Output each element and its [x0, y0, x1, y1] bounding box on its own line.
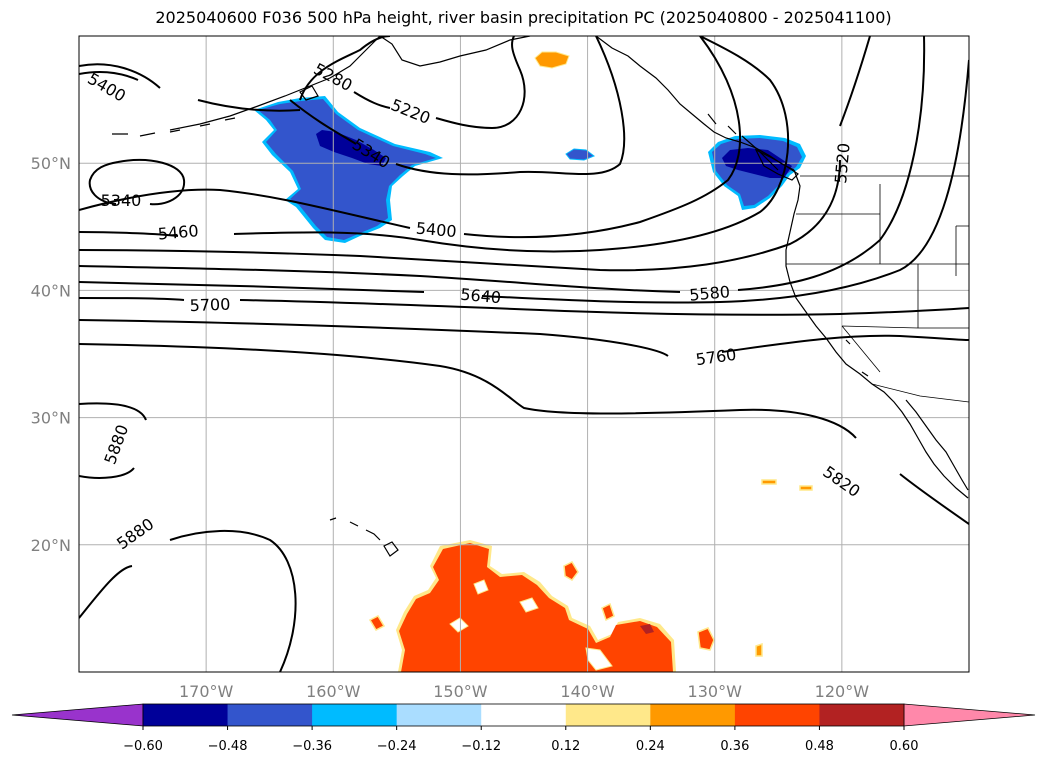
colorbar-tick-label: 0.48: [805, 739, 834, 754]
contour-label: 5760: [695, 345, 738, 369]
y-tick-label: 50°N: [31, 154, 71, 173]
colorbar-segment: [143, 704, 229, 726]
shade-blob-a: [563, 561, 579, 581]
contour-5880-south: [79, 529, 297, 672]
colorbar-tick-label: −0.36: [292, 739, 332, 754]
border-states: [786, 184, 969, 373]
contour-label: 5340: [101, 191, 142, 210]
shade-small-neg: [565, 148, 596, 161]
shade-sub-hole1: [449, 617, 469, 633]
height-contours: [79, 36, 969, 672]
colorbar-segment: [565, 704, 651, 726]
contour-label: 5400: [415, 219, 457, 241]
shade-sub-hole4: [473, 579, 489, 595]
coast-west-us: [785, 169, 969, 499]
shade-blob-g: [755, 642, 763, 657]
contour-5880-north: [79, 402, 147, 479]
coast-vancouver-island: [754, 148, 799, 181]
contour-label: 5460: [157, 221, 199, 243]
border-us-mexico: [871, 383, 969, 403]
contour-5580: [79, 36, 926, 293]
colorbar-tick-label: 0.12: [551, 739, 580, 754]
contour-5640: [79, 59, 969, 304]
colorbar-segment: [227, 704, 313, 726]
shade-blob-e: [761, 479, 777, 485]
colorbar-tick-label: −0.12: [461, 739, 501, 754]
contour-5340-ring: [88, 159, 186, 206]
coast-kodiak: [299, 85, 319, 101]
contour-label: 5220: [388, 95, 433, 128]
contour-5220: [353, 36, 526, 130]
x-tick-label: 130°W: [688, 682, 743, 701]
colorbar-outline: [142, 703, 905, 727]
y-tick-label: 20°N: [31, 536, 71, 555]
shade-sub-dark: [640, 624, 654, 634]
colorbar-segment: [312, 704, 398, 726]
colorbar-segment: [734, 704, 820, 726]
colorbar-tick-label: 0.60: [890, 739, 919, 754]
contour-5460: [79, 36, 790, 253]
y-axis-ticks: 20°N 30°N 40°N 50°N: [31, 154, 71, 555]
map-frame: [78, 35, 970, 673]
contour-label: 5640: [460, 285, 502, 307]
chart-title: 2025040600 F036 500 hPa height, river ba…: [155, 8, 892, 27]
contour-label: 5520: [831, 142, 853, 184]
shade-blob-d: [368, 615, 386, 631]
contour-5820: [79, 343, 969, 525]
shade-sub-hole2: [519, 597, 539, 613]
coast-baja: [905, 399, 969, 491]
colorbar-tick-label: 0.36: [720, 739, 749, 754]
borders: [786, 175, 969, 403]
colorbar-segment: [481, 704, 567, 726]
y-tick-label: 30°N: [31, 409, 71, 428]
coast-hawaii: [329, 517, 399, 557]
coast-se-alaska: [595, 36, 795, 171]
contour-5400-main: [79, 36, 742, 239]
colorbar-segment: [819, 704, 905, 726]
x-tick-label: 160°W: [306, 682, 361, 701]
shading-layer: [254, 51, 813, 672]
x-axis-ticks: 170°W 160°W 150°W 140°W 130°W 120°W: [179, 682, 869, 701]
contour-5280: [299, 36, 391, 101]
coast-bc-islands: [707, 113, 779, 171]
colorbar-tick-label: 0.24: [636, 739, 665, 754]
x-tick-label: 140°W: [560, 682, 615, 701]
shade-blob-f: [799, 485, 813, 491]
colorbar-tick-label: −0.24: [377, 739, 417, 754]
shade-goa-mid: [258, 99, 436, 240]
coast-aleutians: [112, 117, 236, 137]
colorbar-segment: [396, 704, 482, 726]
contour-5400-north: [79, 63, 301, 112]
contour-5340-main: [289, 36, 626, 176]
contour-label: 5880: [100, 422, 132, 467]
y-tick-label: 40°N: [31, 281, 71, 300]
contour-5700: [79, 297, 969, 316]
coast-channel: [845, 339, 869, 377]
colorbar-segment: [650, 704, 736, 726]
colorbar-tick-label: −0.48: [208, 739, 248, 754]
contour-label: 5880: [113, 514, 157, 553]
contour-label: 5700: [189, 295, 230, 315]
colorbar-extend-max: [903, 703, 1036, 727]
grid-lines: [79, 36, 969, 672]
shade-blob-c: [697, 627, 715, 651]
shade-ak-pos: [534, 51, 570, 69]
contour-5760: [79, 319, 969, 357]
colorbar-extend-min: [11, 703, 144, 727]
x-tick-label: 120°W: [815, 682, 870, 701]
x-tick-label: 170°W: [179, 682, 234, 701]
colorbar-tick-label: −0.60: [123, 739, 163, 754]
coast-gulf-ak: [379, 36, 531, 67]
shade-blob-b: [601, 602, 615, 622]
colorbar: −0.60 −0.48 −0.36 −0.24 −0.12 0.12 0.24 0.36 0.4…: [11, 703, 1036, 754]
contour-label: 5580: [689, 282, 731, 304]
contour-5520: [79, 36, 871, 272]
x-tick-label: 150°W: [433, 682, 488, 701]
